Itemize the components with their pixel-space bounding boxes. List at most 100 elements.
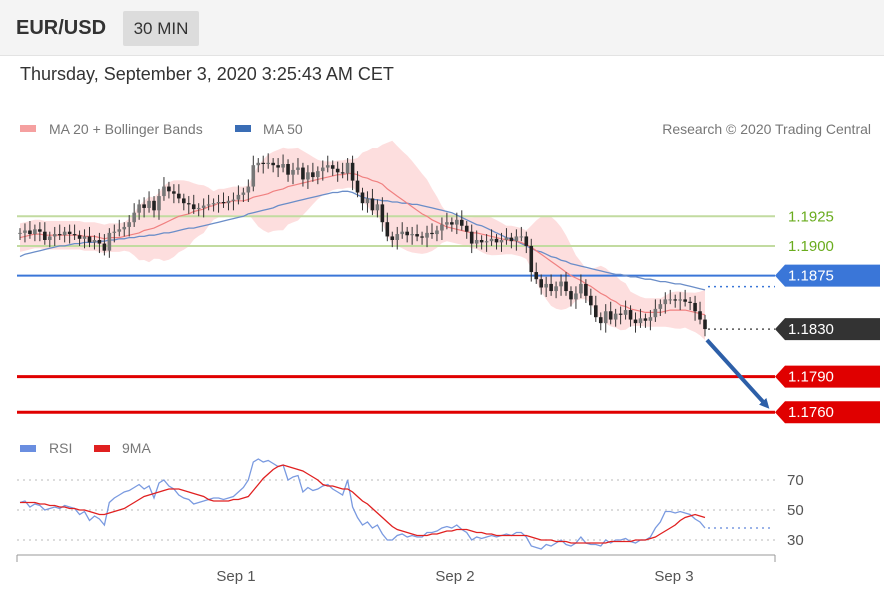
resistance-tag: 1.1875 [775, 264, 880, 287]
candle-body [703, 319, 707, 330]
candle-body [43, 231, 47, 240]
candle-body [698, 311, 702, 320]
candle-body [152, 200, 156, 211]
candle-body [122, 226, 127, 230]
x-tick-sep3: Sep 3 [654, 568, 693, 585]
candle-body [603, 311, 608, 324]
candle-body [38, 229, 42, 232]
header-bar: EUR/USD 30 MIN [0, 0, 884, 56]
candle-body [450, 222, 454, 225]
candle-body [355, 180, 360, 193]
candle-body [653, 308, 658, 318]
candle-body [62, 231, 67, 236]
candle-body [320, 167, 325, 172]
candle-body [57, 234, 62, 236]
candle-body [360, 192, 365, 204]
credit-text: Research © 2020 Trading Central [662, 121, 871, 137]
candle-body [201, 205, 206, 208]
candle-body [191, 204, 196, 210]
candle-body [162, 186, 166, 197]
candle-body [678, 299, 682, 301]
candle-body [380, 204, 385, 223]
candle-body [469, 231, 474, 244]
candle-body [117, 229, 122, 232]
candle-body [375, 204, 380, 211]
ma20-line [19, 172, 706, 316]
candle-body [579, 283, 583, 294]
candle-body [574, 293, 578, 300]
candle-body [112, 231, 117, 233]
candle-body [77, 235, 82, 239]
candle-body [509, 237, 514, 242]
candle-body [584, 283, 588, 296]
candle-body [459, 219, 464, 226]
candle-body [405, 231, 409, 236]
candle-body [72, 234, 77, 236]
candle-body [28, 230, 32, 235]
candle-body [504, 237, 509, 240]
x-tick-sep1: Sep 1 [216, 568, 255, 585]
ma50-legend-label: MA 50 [263, 121, 303, 137]
interval-button[interactable]: 30 MIN [123, 11, 199, 46]
candle-body [157, 196, 161, 211]
candle-body [82, 236, 87, 239]
candle-body [524, 236, 529, 246]
candle-body [564, 281, 568, 292]
candle-body [554, 286, 558, 292]
candle-body [196, 207, 201, 210]
candle-body [306, 172, 310, 180]
candle-body [569, 291, 573, 300]
candle-body [415, 234, 419, 237]
candle-body [474, 240, 479, 244]
candle-body [455, 219, 459, 225]
candle-body [440, 224, 444, 231]
candle-body [137, 204, 141, 213]
candle-body [132, 212, 136, 223]
candle-body [464, 225, 469, 232]
ma20-legend-swatch [20, 125, 36, 132]
candle-body [598, 317, 603, 324]
candle-body [177, 193, 181, 199]
candle-body [335, 168, 340, 173]
candle-body [107, 232, 112, 251]
candle-body [633, 319, 638, 324]
candle-body [87, 236, 92, 243]
candle-body [251, 165, 256, 187]
candle-body [226, 200, 231, 204]
candle-body [33, 229, 37, 235]
candle-body [345, 162, 350, 174]
support-tag-1790: 1.1790 [775, 365, 880, 388]
candle-body [296, 167, 300, 170]
candle-body [67, 231, 72, 235]
candle-body [445, 222, 449, 225]
candle-body [589, 295, 593, 306]
candle-body [271, 162, 275, 166]
candle-body [256, 162, 261, 166]
candle-body [365, 198, 370, 204]
candle-body [395, 234, 400, 240]
level-label-1900: 1.1900 [788, 238, 834, 255]
candle-body [534, 272, 539, 280]
candle-body [593, 305, 598, 318]
ma50-legend-swatch [235, 125, 251, 132]
candle-body [663, 299, 668, 305]
candle-body [340, 172, 345, 174]
candle-body [549, 283, 553, 292]
level-label-1760: 1.1760 [788, 404, 834, 421]
candle-body [266, 162, 270, 164]
candle-body [673, 299, 678, 301]
level-label-1790: 1.1790 [788, 369, 834, 386]
rsi-tick-70: 70 [787, 472, 804, 489]
ma20-legend-label: MA 20 + Bollinger Bands [49, 121, 203, 137]
candle-body [608, 311, 613, 320]
candle-body [693, 302, 697, 312]
candle-body [325, 165, 330, 168]
candle-body [658, 304, 663, 309]
candle-body [484, 241, 489, 243]
candle-body [261, 162, 266, 164]
candle-body [435, 230, 439, 235]
candle-body [613, 313, 618, 320]
candle-body [52, 234, 57, 237]
candle-body [544, 283, 548, 288]
